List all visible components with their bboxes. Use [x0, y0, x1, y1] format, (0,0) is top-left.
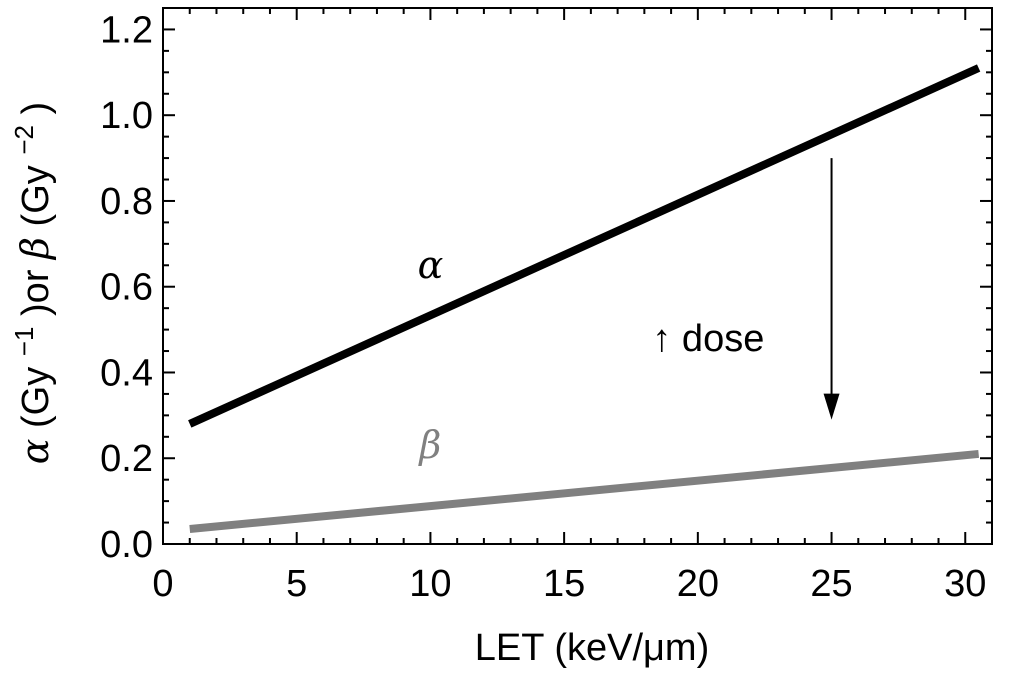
x-tick-label: 25 [810, 563, 852, 605]
x-axis-label: LET (keV/μm) [475, 627, 709, 669]
series-label-0: α [418, 243, 444, 287]
y-label-beta-exp: −2 [9, 125, 39, 155]
x-tick-label: 10 [409, 563, 451, 605]
y-label-alpha-unit: (Gy [15, 367, 57, 428]
series-label-1: β [417, 423, 441, 467]
y-label-or: )or [15, 259, 57, 316]
tick-labels: 0 5 10 15 20 25 30 0.0 0.2 0.4 0.6 0.8 1.0 1.2 [100, 9, 986, 605]
y-label-beta-symbol: β [13, 237, 57, 261]
dose-arrow-head [823, 393, 840, 420]
y-tick-label: 0.6 [100, 267, 153, 309]
y-label-beta-unit: (Gy [15, 165, 57, 226]
x-tick-label: 20 [677, 563, 719, 605]
y-tick-label: 1.0 [100, 95, 153, 137]
y-label-close: ) [15, 102, 57, 115]
y-label-alpha-symbol: α [13, 439, 57, 465]
y-tick-label: 0.8 [100, 181, 153, 223]
ticks [162, 8, 992, 545]
series-labels: αβ [417, 243, 443, 467]
x-tick-label: 0 [152, 563, 173, 605]
y-tick-label: 0.4 [100, 352, 153, 394]
dose-annotation: ↑ dose [652, 318, 764, 360]
series-lines [188, 64, 981, 533]
series-line-0 [188, 64, 981, 428]
series-line-1 [189, 449, 980, 533]
x-tick-label: 30 [944, 563, 986, 605]
y-tick-label: 0.0 [100, 524, 153, 566]
x-tick-label: 5 [286, 563, 307, 605]
y-tick-label: 1.2 [100, 9, 153, 51]
annotations: ↑ dose [652, 158, 840, 420]
plot-frame [162, 7, 993, 545]
y-label-alpha-exp: −1 [9, 327, 39, 357]
y-axis-label: α (Gy −1 )or β (Gy −2 ) [0, 102, 57, 464]
y-tick-label: 0.2 [100, 438, 153, 480]
x-tick-label: 15 [543, 563, 585, 605]
